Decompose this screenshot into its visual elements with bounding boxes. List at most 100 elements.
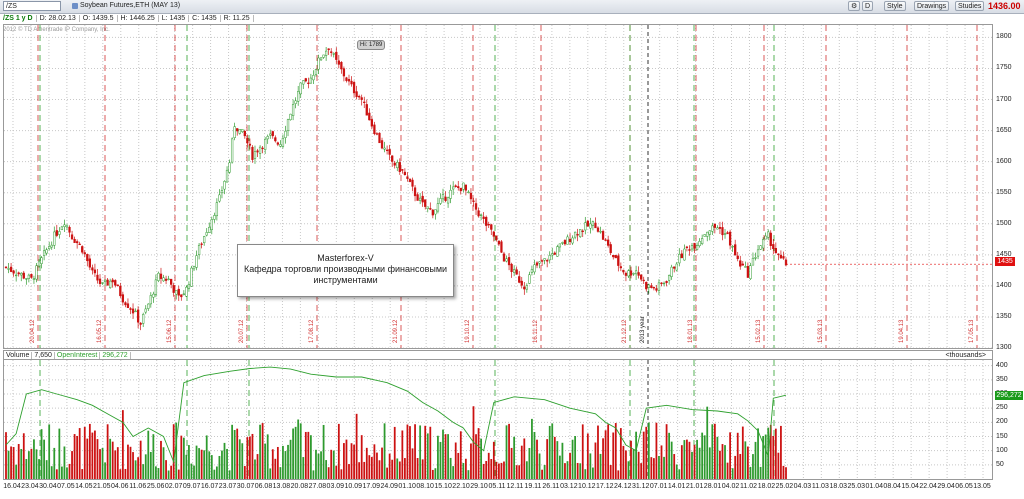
volume-bar xyxy=(264,443,267,479)
candle-body xyxy=(619,266,622,269)
volume-chart[interactable] xyxy=(4,360,992,479)
candle-body xyxy=(58,231,61,235)
volume-bar xyxy=(223,442,226,479)
volume-bar xyxy=(553,436,556,479)
volume-bar xyxy=(485,460,488,479)
candle-body xyxy=(464,184,468,191)
candle-body xyxy=(286,119,290,131)
price-tick-label: 1650 xyxy=(996,126,1012,134)
candle-body xyxy=(667,275,671,281)
candle-body xyxy=(495,235,498,241)
volume-bar xyxy=(61,466,63,479)
volume-bar xyxy=(368,455,371,479)
volume-bar xyxy=(68,463,71,479)
volume-bar xyxy=(449,457,452,479)
candle-body xyxy=(42,250,46,256)
volume-bar xyxy=(167,470,170,479)
volume-bar xyxy=(254,459,256,479)
candle-body xyxy=(739,260,742,267)
candle-body xyxy=(7,268,10,270)
volume-value: 7,650 xyxy=(32,352,55,359)
volume-bar xyxy=(302,457,305,479)
candle-body xyxy=(617,255,620,266)
volume-bar xyxy=(218,455,221,479)
volume-bar xyxy=(370,457,373,479)
candle-body xyxy=(472,200,475,202)
candle-body xyxy=(708,230,711,235)
candle-body xyxy=(291,104,295,116)
volume-bar xyxy=(691,451,693,479)
candle-body xyxy=(264,138,267,150)
symbol-input[interactable]: /ZS xyxy=(3,1,61,11)
candle-body xyxy=(248,143,252,146)
candle-body xyxy=(744,266,747,268)
volume-bar xyxy=(444,434,447,479)
volume-bar xyxy=(22,433,25,479)
time-axis: 16.04 23.04 30.04 07.05 14.05 21.05 04.06 11.06… xyxy=(3,480,993,499)
volume-tick-label: 50 xyxy=(996,460,1004,468)
candle-body xyxy=(352,82,356,94)
price-panel[interactable] xyxy=(3,24,993,349)
candle-body xyxy=(197,244,201,255)
volume-bar xyxy=(106,424,109,479)
volume-bar xyxy=(299,423,302,479)
candle-body xyxy=(624,272,628,276)
volume-bar xyxy=(391,459,394,479)
candle-body xyxy=(553,252,556,255)
volume-bar xyxy=(780,425,782,479)
candle-body xyxy=(568,238,572,243)
candle-body xyxy=(426,206,429,209)
expiration-marker-label: 16.05.12 xyxy=(97,319,103,343)
candle-body xyxy=(538,261,541,264)
candle-body xyxy=(421,195,424,203)
expiration-marker-label: 21.12.12 xyxy=(622,319,628,343)
volume-bar xyxy=(304,431,307,479)
price-chart[interactable] xyxy=(4,25,992,348)
gear-icon[interactable]: ⚙ xyxy=(848,1,861,11)
volume-bar xyxy=(708,447,711,479)
time-tick-label: 30.07 xyxy=(236,483,255,490)
candle-body xyxy=(416,194,419,201)
candle-body xyxy=(17,272,20,275)
candle-body xyxy=(673,266,676,269)
drawings-button[interactable]: Drawings xyxy=(914,1,950,11)
candle-body xyxy=(599,231,602,233)
candle-body xyxy=(175,290,178,295)
volume-bar xyxy=(604,430,607,479)
price-tick-label: 1550 xyxy=(996,188,1012,196)
candle-body xyxy=(345,77,348,81)
candle-body xyxy=(350,80,353,85)
volume-bar xyxy=(414,424,416,479)
time-tick-label: 06.05 xyxy=(955,483,973,490)
aggregation-button[interactable]: D xyxy=(862,1,874,11)
candle-body xyxy=(698,240,701,247)
candle-body xyxy=(642,279,645,282)
volume-bar xyxy=(668,432,671,479)
studies-button[interactable]: Studies xyxy=(955,1,985,11)
candle-body xyxy=(754,257,757,259)
candle-body xyxy=(784,259,788,266)
candle-body xyxy=(604,239,607,241)
candle-body xyxy=(276,142,279,145)
volume-bar xyxy=(566,461,569,479)
volume-bar xyxy=(411,448,414,479)
candle-body xyxy=(660,282,663,284)
candle-body xyxy=(632,273,635,275)
style-button[interactable]: Style xyxy=(884,1,906,11)
volume-bar xyxy=(630,440,632,479)
volume-bar xyxy=(20,449,23,479)
time-tick-label: 15.04 xyxy=(901,483,919,490)
candle-body xyxy=(589,223,592,229)
candle-body xyxy=(330,51,333,53)
volume-bar xyxy=(693,444,696,479)
volume-bar xyxy=(698,447,701,479)
volume-bar xyxy=(276,446,279,479)
volume-bar xyxy=(157,468,160,479)
candle-body xyxy=(147,303,150,309)
candle-body xyxy=(236,128,239,132)
candle-body xyxy=(591,221,595,226)
time-tick-label: 01.10 xyxy=(398,483,416,490)
volume-panel[interactable] xyxy=(3,359,993,480)
volume-bar xyxy=(419,425,422,479)
candle-body xyxy=(106,279,109,286)
